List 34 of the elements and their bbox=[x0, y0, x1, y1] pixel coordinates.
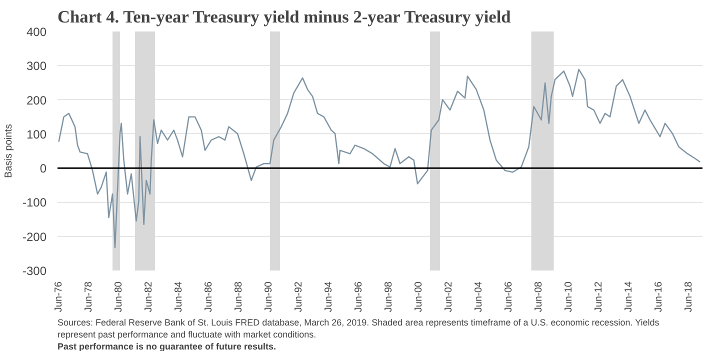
x-tick-label: Jun-94 bbox=[323, 281, 334, 312]
x-tick-label: Jun-04 bbox=[473, 281, 484, 312]
y-axis-title: Basis points bbox=[3, 124, 14, 178]
x-tick-label: Jun-96 bbox=[353, 281, 364, 312]
chart-title: Chart 4. Ten-year Treasury yield minus 2-year Treasury yield bbox=[58, 8, 512, 26]
x-tick-label: Jun-90 bbox=[263, 281, 274, 312]
x-tick-label: Jun-92 bbox=[293, 281, 304, 312]
x-tick-label: Jun-18 bbox=[683, 281, 694, 312]
x-tick-label: Jun-76 bbox=[53, 281, 64, 312]
x-tick-label: Jun-12 bbox=[593, 281, 604, 312]
x-tick-label: Jun-00 bbox=[413, 281, 424, 312]
y-tick-label: 300 bbox=[26, 59, 47, 74]
y-tick-label: 0 bbox=[40, 162, 47, 176]
x-tick-label: Jun-98 bbox=[383, 281, 394, 312]
x-tick-label: Jun-88 bbox=[233, 281, 244, 312]
y-tick-label: 100 bbox=[26, 127, 47, 142]
source-note: Sources: Federal Reserve Bank of St. Louis FRED database, March 26, 2019. Shaded area represents timeframe of a U.S. economic recession. Yields represent past performance and fluctuate with market conditions. bbox=[58, 318, 660, 340]
y-tick-label: 400 bbox=[26, 25, 47, 39]
y-tick-label: 200 bbox=[26, 93, 47, 108]
y-tick-label: -300 bbox=[22, 264, 47, 278]
x-tick-label: Jun-84 bbox=[173, 281, 184, 312]
x-tick-label: Jun-78 bbox=[83, 281, 94, 312]
x-tick-label: Jun-06 bbox=[503, 281, 514, 312]
x-tick-label: Jun-16 bbox=[653, 281, 664, 312]
x-tick-label: Jun-02 bbox=[443, 281, 454, 312]
x-tick-label: Jun-10 bbox=[563, 281, 574, 312]
y-tick-label: -100 bbox=[22, 196, 47, 210]
x-tick-label: Jun-82 bbox=[143, 281, 154, 312]
x-tick-label: Jun-86 bbox=[203, 281, 214, 312]
x-tick-label: Jun-14 bbox=[623, 281, 634, 312]
y-tick-label: -200 bbox=[22, 230, 47, 244]
x-tick-label: Jun-08 bbox=[533, 281, 544, 312]
x-tick-label: Jun-80 bbox=[113, 281, 124, 312]
line-series bbox=[58, 68, 701, 248]
